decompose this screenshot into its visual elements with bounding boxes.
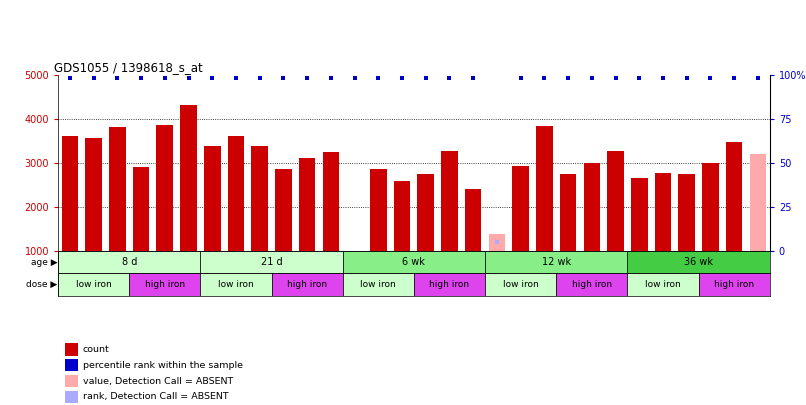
Bar <box>702 162 719 251</box>
Bar <box>272 273 343 296</box>
Text: 21 d: 21 d <box>260 257 282 267</box>
Bar <box>85 139 102 251</box>
Bar <box>227 136 244 251</box>
Text: rank, Detection Call = ABSENT: rank, Detection Call = ABSENT <box>83 392 229 401</box>
Bar <box>322 152 339 251</box>
Bar <box>275 169 292 251</box>
Text: percentile rank within the sample: percentile rank within the sample <box>83 361 243 370</box>
Text: age ▶: age ▶ <box>31 258 57 267</box>
Text: 36 wk: 36 wk <box>684 257 713 267</box>
Text: low iron: low iron <box>503 280 538 289</box>
Bar <box>607 151 624 251</box>
Bar <box>393 181 410 251</box>
Bar <box>61 136 78 251</box>
Bar <box>65 343 78 356</box>
Bar <box>560 175 576 251</box>
Text: GDS1055 / 1398618_s_at: GDS1055 / 1398618_s_at <box>55 61 203 74</box>
Bar <box>556 273 627 296</box>
Bar <box>58 251 201 273</box>
Text: low iron: low iron <box>76 280 111 289</box>
Bar <box>485 273 556 296</box>
Text: high iron: high iron <box>145 280 185 289</box>
Text: low iron: low iron <box>645 280 681 289</box>
Bar <box>679 174 695 251</box>
Bar <box>418 174 434 251</box>
Bar <box>201 251 343 273</box>
Text: high iron: high iron <box>430 280 470 289</box>
Bar <box>181 105 197 251</box>
Bar <box>343 251 485 273</box>
Bar <box>156 125 173 251</box>
Text: high iron: high iron <box>571 280 612 289</box>
Text: 12 wk: 12 wk <box>542 257 571 267</box>
Bar <box>65 375 78 387</box>
Text: value, Detection Call = ABSENT: value, Detection Call = ABSENT <box>83 377 233 386</box>
Bar <box>65 391 78 403</box>
Bar <box>129 273 201 296</box>
Bar <box>654 173 671 251</box>
Bar <box>627 251 770 273</box>
Text: 6 wk: 6 wk <box>402 257 426 267</box>
Text: dose ▶: dose ▶ <box>27 280 57 289</box>
Bar <box>627 273 699 296</box>
Bar <box>750 154 767 251</box>
Bar <box>485 251 627 273</box>
Bar <box>343 273 414 296</box>
Bar <box>109 127 126 251</box>
Bar <box>347 251 363 253</box>
Text: count: count <box>83 345 110 354</box>
Bar <box>536 126 553 251</box>
Bar <box>414 273 485 296</box>
Bar <box>201 273 272 296</box>
Text: high iron: high iron <box>287 280 327 289</box>
Bar <box>65 359 78 371</box>
Bar <box>631 179 647 251</box>
Bar <box>699 273 770 296</box>
Bar <box>58 273 129 296</box>
Bar <box>441 151 458 251</box>
Bar <box>513 166 529 251</box>
Bar <box>584 162 600 251</box>
Bar <box>726 142 742 251</box>
Bar <box>251 146 268 251</box>
Text: 8 d: 8 d <box>122 257 137 267</box>
Bar <box>204 146 221 251</box>
Bar <box>465 189 481 251</box>
Text: low iron: low iron <box>218 280 254 289</box>
Bar <box>299 158 315 251</box>
Bar <box>370 169 387 251</box>
Bar <box>488 234 505 251</box>
Bar <box>133 167 149 251</box>
Text: low iron: low iron <box>360 280 397 289</box>
Text: high iron: high iron <box>714 280 754 289</box>
